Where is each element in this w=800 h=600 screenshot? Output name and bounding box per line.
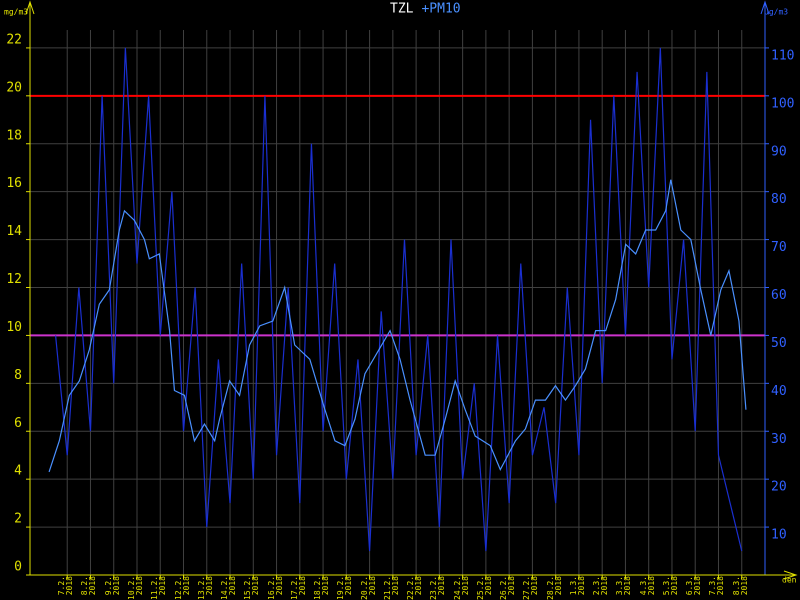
y2-tick-label: 110 (771, 48, 794, 63)
y2-tick-label: 10 (771, 528, 787, 543)
y2-axis-arrow (760, 0, 770, 15)
y-tick-label: 16 (6, 176, 22, 191)
x-tick-label: 15.2. 2018 (243, 575, 261, 600)
series-line (48, 179, 747, 473)
x-tick-label: 1.3. 2018 (568, 576, 586, 596)
y2-tick-label: 20 (771, 480, 787, 495)
x-tick-label: 25.2. 2018 (475, 575, 493, 600)
x-tick-label: 8.3. 2018 (731, 576, 749, 596)
y-tick-label: 10 (6, 320, 22, 335)
y-tick-label: 22 (6, 32, 22, 47)
x-axis-label: den (782, 576, 797, 585)
x-tick-label: 8.2. 2018 (80, 576, 98, 596)
x-tick-label: 13.2. 2018 (196, 575, 214, 600)
y2-tick-label: 90 (771, 144, 787, 159)
x-tick-label: 7.2. 2018 (57, 576, 75, 596)
y-tick-label: 0 (14, 560, 22, 575)
y2-axis-label: µg/m3 (764, 8, 788, 17)
y-tick-label: 12 (6, 272, 22, 287)
y-tick-label: 14 (6, 224, 22, 239)
x-tick-label: 14.2. 2018 (220, 575, 238, 600)
x-tick-label: 7.3. 2018 (708, 576, 726, 596)
y-tick-label: 8 (14, 368, 22, 383)
x-tick-label: 6.3. 2018 (685, 576, 703, 596)
x-tick-label: 5.3. 2018 (661, 576, 679, 596)
x-tick-label: 22.2. 2018 (406, 575, 424, 600)
x-tick-label: 11.2. 2018 (150, 575, 168, 600)
x-tick-label: 12.2. 2018 (173, 575, 191, 600)
x-tick-label: 20.2. 2018 (359, 575, 377, 600)
y-tick-label: 6 (14, 416, 22, 431)
x-tick-label: 18.2. 2018 (313, 575, 331, 600)
x-tick-label: 16.2. 2018 (266, 575, 284, 600)
y-tick-label: 18 (6, 128, 22, 143)
x-tick-label: 9.2. 2018 (103, 576, 121, 596)
series-name: +PM10 (421, 2, 460, 17)
y2-tick-label: 30 (771, 432, 787, 447)
x-tick-label: 3.3. 2018 (615, 576, 633, 596)
y2-tick-label: 100 (771, 96, 794, 111)
y-tick-label: 2 (14, 512, 22, 527)
y2-tick-label: 70 (771, 240, 787, 255)
y2-tick-label: 40 (771, 384, 787, 399)
x-tick-label: 21.2. 2018 (382, 575, 400, 600)
x-tick-label: 10.2. 2018 (126, 575, 144, 600)
series-line (54, 47, 743, 552)
y-axis-label: mg/m3 (4, 8, 28, 17)
x-tick-label: 23.2. 2018 (429, 575, 447, 600)
x-tick-label: 19.2. 2018 (336, 575, 354, 600)
x-tick-label: 27.2. 2018 (522, 575, 540, 600)
y-tick-label: 20 (6, 80, 22, 95)
x-tick-label: 17.2. 2018 (289, 575, 307, 600)
y-tick-label: 4 (14, 464, 22, 479)
x-tick-label: 26.2. 2018 (499, 575, 517, 600)
series-name: TZL (390, 2, 414, 17)
y-axis-arrow (25, 0, 35, 15)
x-axis-arrow (783, 570, 798, 580)
x-tick-label: 4.3. 2018 (638, 576, 656, 596)
y2-tick-label: 50 (771, 336, 787, 351)
y2-tick-label: 80 (771, 192, 787, 207)
x-tick-label: 28.2. 2018 (545, 575, 563, 600)
x-tick-label: 2.3. 2018 (592, 576, 610, 596)
y2-tick-label: 60 (771, 288, 787, 303)
x-tick-label: 24.2. 2018 (452, 575, 470, 600)
